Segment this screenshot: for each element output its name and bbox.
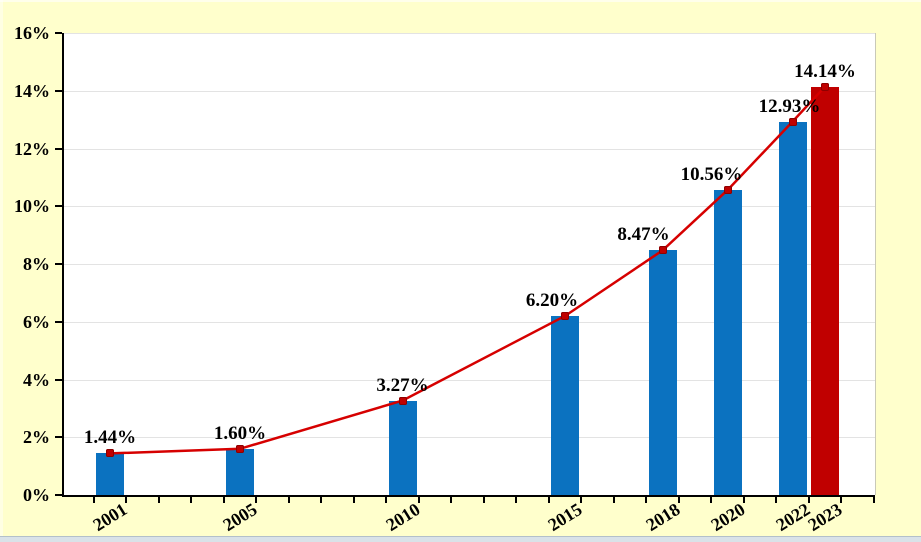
marker-2022: [788, 117, 797, 126]
marker-2015: [561, 311, 569, 320]
x-tick-2007: [287, 497, 290, 503]
data-label-2018: 8.47%: [617, 224, 670, 246]
data-label-2022: 12.93%: [758, 95, 821, 117]
x-tick-2012: [450, 497, 453, 503]
gridline-12: [64, 148, 875, 150]
gridline-8: [64, 264, 875, 265]
y-axis-label-12: 12%: [14, 138, 50, 159]
y-axis-label-6: 6%: [23, 311, 50, 332]
x-tick-2001: [92, 497, 95, 503]
x-tick-2011: [417, 497, 420, 503]
x-tick-2010: [385, 497, 388, 503]
x-axis-label-2001: 2001: [89, 498, 131, 536]
y-axis-label-2: 2%: [23, 427, 50, 448]
x-axis-label-2015: 2015: [544, 498, 586, 536]
x-tick-2008: [320, 497, 323, 503]
x-tick-2006: [255, 497, 258, 503]
bar-2018: [648, 250, 677, 495]
marker-2020: [723, 186, 732, 195]
data-label-2015: 6.20%: [525, 289, 579, 311]
gridline-14: [64, 90, 875, 92]
x-tick-2022: [775, 497, 778, 503]
x-tick-2020: [710, 497, 713, 503]
x-tick-2005: [222, 497, 225, 503]
x-tick-2023: [807, 497, 810, 503]
x-axis-label-2020: 2020: [706, 498, 749, 536]
y-tick-16: [55, 32, 62, 34]
bar-2023: [811, 86, 839, 495]
trend-line: [109, 85, 826, 455]
data-label-2023: 14.14%: [794, 60, 856, 82]
x-tick-2015: [547, 497, 550, 503]
y-axis-label-14: 14%: [14, 80, 50, 101]
marker-2001: [106, 449, 114, 458]
x-axis-label-2005: 2005: [219, 498, 261, 536]
y-axis-label-8: 8%: [23, 254, 50, 274]
gridline-6: [64, 321, 875, 323]
marker-2010: [398, 396, 407, 405]
x-tick-2009: [352, 497, 355, 503]
bar-2020: [713, 190, 742, 495]
x-axis-label-2010: 2010: [381, 498, 424, 536]
y-axis-line: [62, 33, 64, 497]
y-tick-14: [55, 89, 62, 92]
x-tick-2025: [872, 497, 875, 503]
x-tick-2017: [612, 497, 615, 503]
data-label-2005: 1.60%: [213, 422, 267, 444]
y-tick-2: [55, 436, 62, 439]
x-tick-2004: [190, 497, 193, 503]
bar-2010: [388, 400, 417, 495]
marker-2023: [821, 82, 829, 91]
x-tick-2021: [742, 497, 745, 503]
x-tick-2016: [580, 497, 583, 503]
y-tick-0: [55, 494, 62, 496]
marker-2005: [236, 444, 244, 453]
y-tick-8: [55, 263, 62, 265]
top-edge: [0, 0, 921, 2]
x-tick-2002: [125, 497, 128, 503]
gridline-16: [64, 33, 875, 34]
bottom-edge: [0, 536, 921, 542]
y-axis-label-16: 16%: [14, 23, 50, 43]
data-label-2020: 10.56%: [680, 164, 743, 186]
x-axis-label-2018: 2018: [641, 498, 684, 536]
gridline-10: [64, 206, 875, 208]
gridline-4: [64, 379, 875, 381]
x-axis-line: [62, 495, 875, 497]
data-label-2001: 1.44%: [83, 427, 137, 449]
y-axis-label-4: 4%: [23, 369, 50, 390]
x-tick-2018: [645, 497, 648, 503]
x-tick-2024: [840, 497, 843, 503]
left-edge: [0, 0, 3, 542]
bar-2015: [551, 315, 579, 495]
y-tick-10: [55, 205, 62, 208]
bar-2001: [96, 453, 124, 495]
bar-2022: [778, 121, 807, 495]
y-axis-label-0: 0%: [23, 485, 50, 505]
x-axis-label-2023: 2023: [804, 498, 846, 536]
x-tick-2003: [157, 497, 160, 503]
y-tick-12: [55, 147, 62, 150]
data-label-2010: 3.27%: [376, 374, 429, 396]
x-tick-2014: [515, 497, 518, 503]
y-axis-label-10: 10%: [14, 196, 50, 217]
y-tick-4: [55, 378, 62, 381]
x-tick-2013: [482, 497, 485, 503]
gridline-2: [64, 437, 875, 439]
marker-2018: [658, 246, 667, 255]
x-tick-2019: [677, 497, 680, 503]
bar-2005: [226, 448, 254, 495]
y-tick-6: [55, 320, 62, 323]
